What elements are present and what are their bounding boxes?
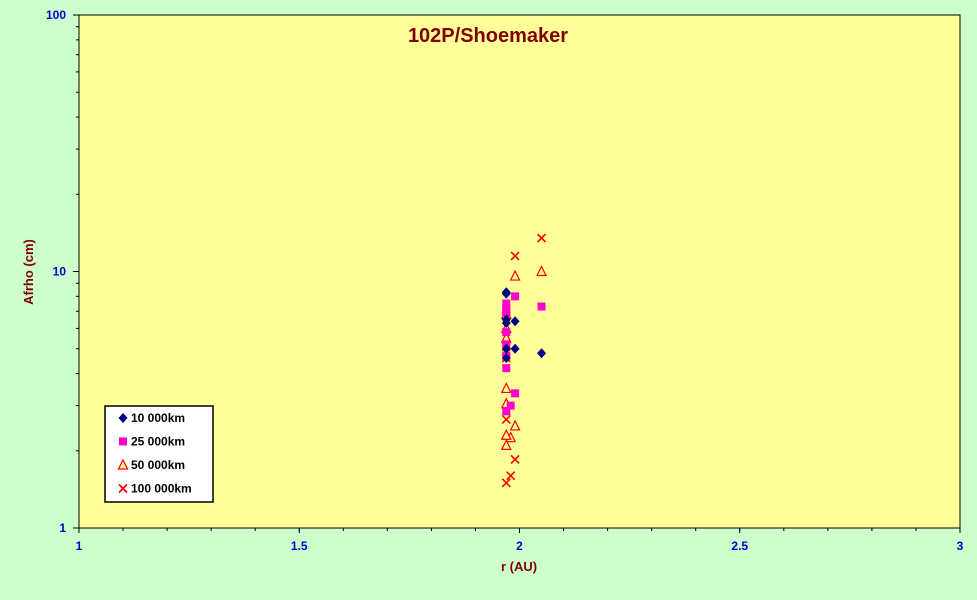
data-point bbox=[502, 308, 511, 317]
data-point bbox=[537, 302, 546, 311]
legend: 10 000km 25 000km 50 000km 100 000km bbox=[104, 405, 214, 503]
legend-marker bbox=[118, 413, 128, 423]
legend-label: 100 000km bbox=[131, 482, 192, 496]
x-marker-stroke bbox=[510, 251, 520, 261]
data-point bbox=[501, 288, 511, 299]
data-point bbox=[506, 471, 516, 481]
legend-marker bbox=[117, 458, 129, 470]
data-point bbox=[536, 265, 547, 277]
data-point bbox=[510, 343, 520, 354]
data-point bbox=[501, 414, 511, 425]
data-point bbox=[509, 419, 521, 431]
x-tick-label: 1.5 bbox=[291, 539, 308, 553]
y-tick-label: 1 bbox=[59, 521, 66, 535]
data-point bbox=[501, 343, 511, 354]
legend-label: 10 000km bbox=[131, 411, 185, 425]
data-point bbox=[510, 316, 520, 327]
x-marker-stroke bbox=[536, 233, 547, 243]
x-tick-label: 3 bbox=[957, 539, 964, 553]
x-marker-stroke bbox=[506, 471, 516, 481]
data-point bbox=[509, 269, 521, 281]
data-point bbox=[502, 364, 511, 373]
x-tick-label: 2.5 bbox=[731, 539, 748, 553]
data-point bbox=[502, 304, 511, 313]
data-point bbox=[502, 328, 511, 337]
y-tick-label: 100 bbox=[46, 8, 66, 22]
data-marks bbox=[500, 233, 547, 488]
data-point bbox=[537, 348, 547, 359]
data-point bbox=[511, 389, 520, 398]
x-marker-stroke bbox=[118, 483, 128, 494]
data-point bbox=[500, 439, 512, 450]
data-point bbox=[510, 251, 520, 261]
data-point bbox=[510, 454, 520, 465]
y-axis-label: Afrho (cm) bbox=[21, 239, 36, 305]
data-point bbox=[500, 382, 512, 394]
data-point bbox=[536, 233, 547, 243]
axis-ticks: 1 1.5 2 2.5 3 1 10 100 bbox=[46, 8, 964, 553]
data-point bbox=[501, 353, 511, 364]
data-point bbox=[506, 401, 515, 410]
x-marker-stroke bbox=[501, 478, 511, 488]
x-axis-label: r (AU) bbox=[501, 559, 537, 574]
legend-label: 50 000km bbox=[131, 458, 185, 472]
data-point bbox=[501, 478, 511, 488]
data-point bbox=[501, 317, 511, 328]
x-tick-label: 2 bbox=[516, 539, 523, 553]
plot-area bbox=[78, 14, 961, 529]
x-marker-stroke bbox=[510, 454, 520, 465]
data-point bbox=[511, 292, 520, 301]
data-point bbox=[502, 299, 511, 308]
y-tick-label: 10 bbox=[53, 265, 67, 279]
data-point bbox=[502, 407, 511, 416]
legend-marker bbox=[118, 483, 128, 494]
legend-label: 25 000km bbox=[131, 435, 185, 449]
x-marker-stroke bbox=[501, 414, 511, 425]
x-tick-label: 1 bbox=[76, 539, 83, 553]
legend-marker bbox=[119, 437, 127, 446]
chart-title: 102P/Shoemaker bbox=[408, 25, 568, 47]
